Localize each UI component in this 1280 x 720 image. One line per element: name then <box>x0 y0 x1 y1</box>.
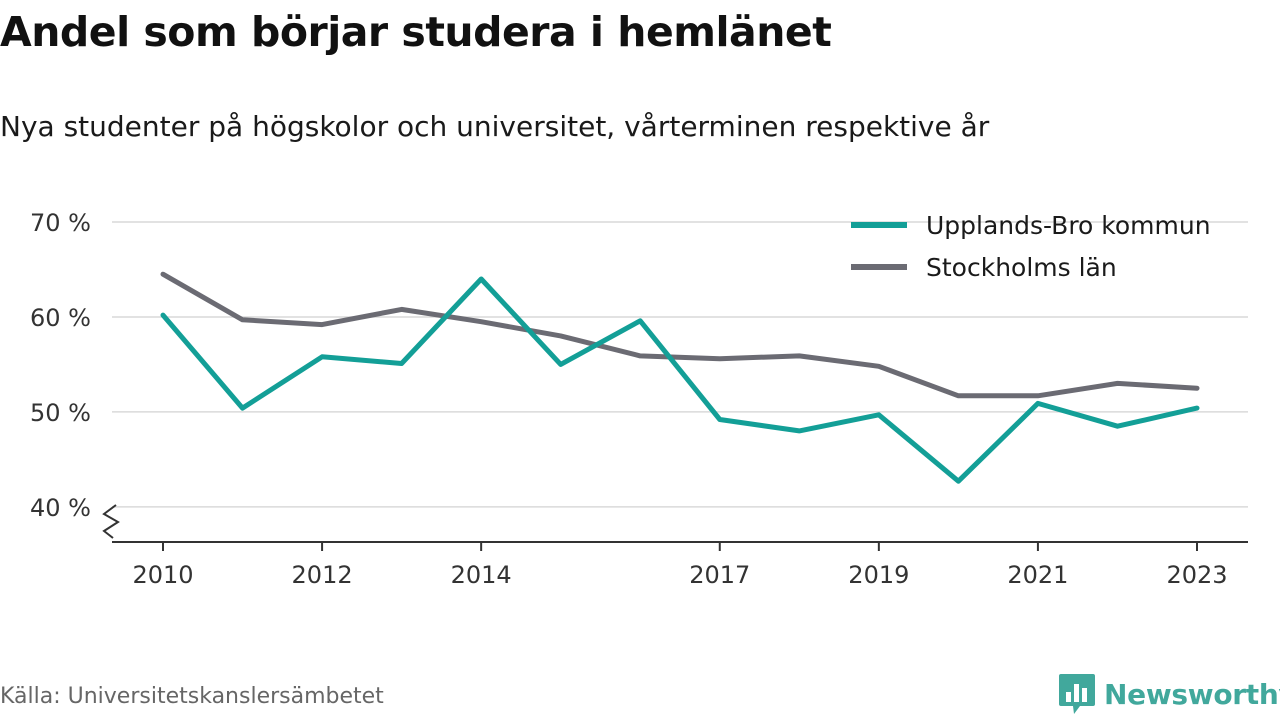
y-tick-label: 70 % <box>30 209 91 237</box>
x-tick-label: 2023 <box>1166 561 1227 589</box>
legend-label: Upplands-Bro kommun <box>926 211 1211 240</box>
y-axis-tick-labels: 40 % 50 % 60 % 70 % <box>30 209 91 522</box>
bar-chart-bubble-icon <box>1059 674 1095 714</box>
y-axis-break-marker <box>102 504 120 539</box>
x-tick-label: 2014 <box>451 561 512 589</box>
x-tick-label: 2021 <box>1007 561 1068 589</box>
y-tick-label: 60 % <box>30 304 91 332</box>
x-tick-label: 2019 <box>848 561 909 589</box>
x-tick-label: 2010 <box>132 561 193 589</box>
source-note: Källa: Universitetskanslersämbetet <box>0 684 384 709</box>
series-lines <box>160 271 1200 484</box>
legend: Upplands-Bro kommun Stockholms län <box>851 211 1211 282</box>
chart-title: Andel som börjar studera i hemlänet <box>0 8 832 56</box>
brand-logo: Newsworthy <box>1058 672 1280 716</box>
chart-subtitle: Nya studenter på högskolor och universit… <box>0 110 990 143</box>
brand-name: Newsworthy <box>1104 677 1280 711</box>
series-line-2 <box>160 271 1200 399</box>
y-tick-label: 50 % <box>30 399 91 427</box>
x-axis-tick-labels: 2010 2012 2014 2017 2019 2021 2023 <box>132 561 1227 589</box>
x-axis <box>102 504 1248 551</box>
series-line-1 <box>160 276 1200 484</box>
x-tick-label: 2017 <box>689 561 750 589</box>
x-tick-label: 2012 <box>292 561 353 589</box>
legend-label: Stockholms län <box>926 253 1117 282</box>
y-tick-label: 40 % <box>30 494 91 522</box>
